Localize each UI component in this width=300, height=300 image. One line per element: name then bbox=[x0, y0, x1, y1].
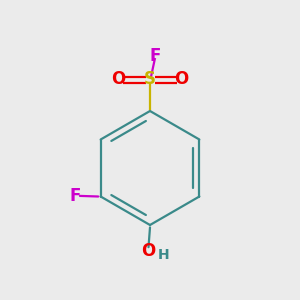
Text: F: F bbox=[69, 187, 81, 205]
Text: O: O bbox=[174, 70, 189, 88]
Text: H: H bbox=[158, 248, 169, 262]
Text: O: O bbox=[141, 242, 156, 260]
Text: F: F bbox=[150, 47, 161, 65]
Text: O: O bbox=[111, 70, 126, 88]
Text: S: S bbox=[144, 70, 156, 88]
